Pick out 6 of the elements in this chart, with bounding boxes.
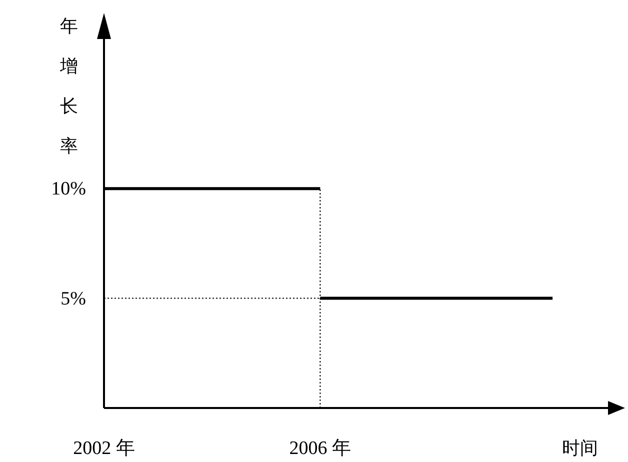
x-tick-label: 2006 年 xyxy=(289,438,352,459)
y-axis-title: 年增长率 xyxy=(59,16,78,157)
x-tick-label: 2002 年 xyxy=(73,438,135,459)
y-tick-label: 10% xyxy=(51,178,86,200)
y-tick-label: 5% xyxy=(60,288,86,310)
x-axis-title: 时间 xyxy=(562,438,598,459)
